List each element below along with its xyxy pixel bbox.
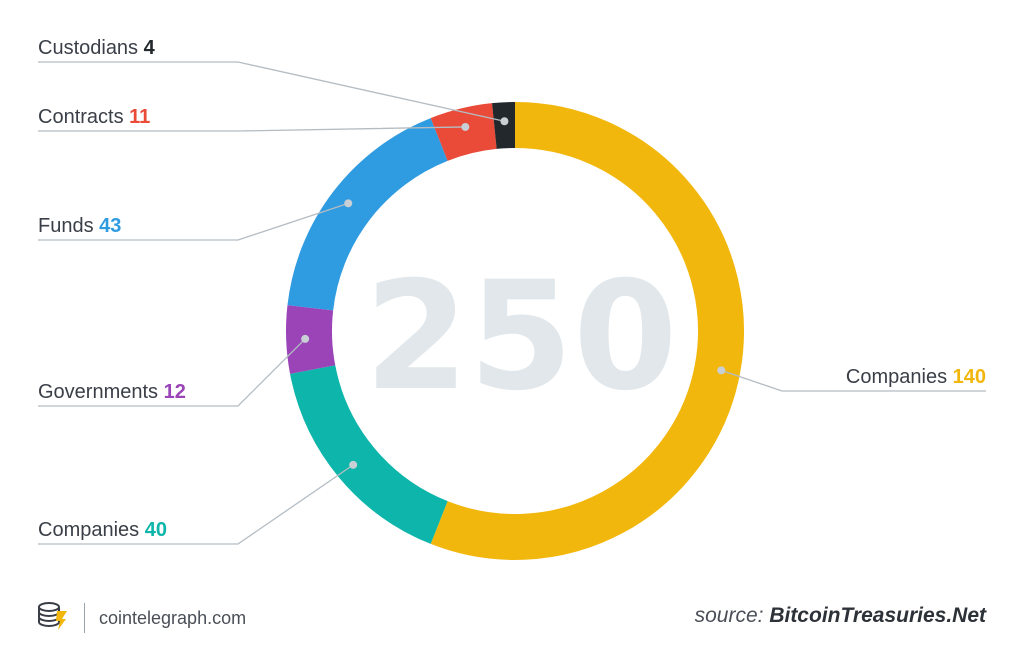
slice-label-name-3: Funds [38,215,99,237]
leader-line-0 [721,369,986,392]
cointelegraph-logo-icon [36,601,70,636]
slice-label-name-0: Companies [846,366,953,388]
slice-label-value-5: 4 [144,37,156,59]
footer-brand: cointelegraph.com [36,600,246,636]
site-name[interactable]: cointelegraph.com [99,607,247,628]
slice-label-3: Funds 43 [38,215,121,237]
slice-label-5: Custodians 4 [38,37,156,59]
leader-line-1 [38,464,354,545]
leader-line-3 [38,202,349,241]
slice-label-1: Companies 40 [38,519,167,541]
source-credit: source: BitcoinTreasuries.Net [695,604,986,628]
slice-label-4: Contracts 11 [38,106,150,128]
slice-label-value-0: 140 [953,366,986,388]
leader-dot-4 [461,122,470,131]
slice-label-value-1: 40 [145,519,167,541]
slice-label-value-2: 12 [164,381,186,403]
slice-governments-2 [286,305,336,374]
source-name[interactable]: BitcoinTreasuries.Net [769,604,986,627]
slice-contracts-4 [430,103,498,162]
slice-label-name-4: Contracts [38,106,129,128]
leader-dot-2 [301,334,310,343]
slice-label-name-1: Companies [38,519,145,541]
leader-line-2 [38,338,306,407]
leader-dot-3 [344,199,353,208]
leader-dot-1 [349,460,358,469]
slice-label-value-3: 43 [99,215,121,237]
footer-divider [84,603,85,633]
slice-label-0: Companies 140 [846,366,986,388]
leader-line-4 [38,126,466,132]
leader-dot-0 [717,366,726,375]
slice-funds-3 [287,118,449,311]
slice-label-value-4: 11 [129,106,150,128]
slice-label-name-5: Custodians [38,37,144,59]
slice-label-name-2: Governments [38,381,164,403]
leader-line-5 [38,61,505,122]
slice-companies-0 [430,102,744,560]
source-prefix: source: [694,604,764,627]
center-total-label: 250 [364,250,677,424]
leader-dot-5 [500,117,509,126]
slice-label-2: Governments 12 [38,381,186,403]
